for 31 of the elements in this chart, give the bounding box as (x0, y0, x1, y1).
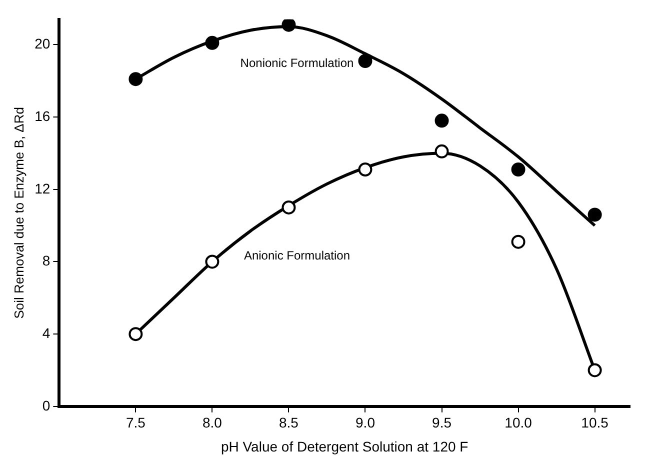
point (205, 254, 220, 269)
point (358, 162, 372, 176)
x-tick-label: 9.0 (356, 414, 376, 431)
point (588, 208, 602, 222)
point (511, 234, 526, 249)
point (511, 162, 526, 176)
x-tick-label: 10.5 (581, 414, 609, 431)
point (128, 72, 143, 86)
point (434, 114, 449, 128)
y-tick-label: 16 (34, 108, 50, 124)
x-tick-label: 8.5 (278, 414, 299, 431)
point (205, 36, 220, 50)
point (358, 54, 372, 68)
y-tick-label: 20 (34, 36, 50, 52)
point (434, 144, 449, 158)
x-tick-label: 8.0 (202, 414, 222, 431)
series-label: Anionic Formulation (244, 248, 350, 262)
y-tick-label: 0 (42, 397, 50, 414)
series-label: Nonionic Formulation (240, 56, 354, 70)
y-axis-title: Soil Removal due to Enzyme B, ΔRd (11, 107, 26, 319)
x-axis-title: pH Value of Detergent Solution at 120 F (220, 438, 468, 454)
point (282, 19, 296, 32)
point (128, 327, 143, 342)
x-tick-label: 9.5 (432, 414, 452, 431)
y-tick-label: 8 (42, 252, 50, 269)
y-tick-label: 4 (42, 324, 50, 341)
x-tick-label: 7.5 (126, 414, 146, 431)
point (588, 363, 602, 378)
y-tick-label: 12 (34, 180, 50, 196)
x-tick-label: 10.0 (504, 414, 532, 431)
point (282, 200, 296, 214)
